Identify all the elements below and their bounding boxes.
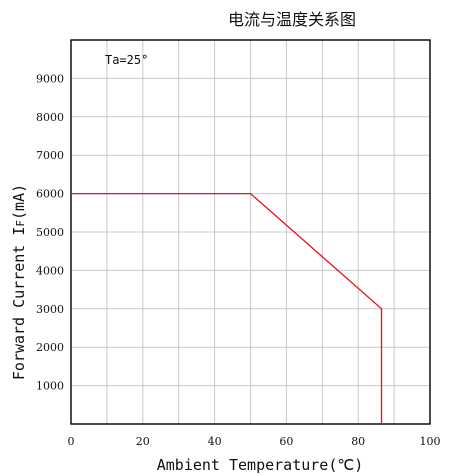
y-tick-label: 7000 [36, 149, 64, 162]
x-tick-label: 100 [420, 435, 441, 448]
x-axis-label: Ambient Temperature(℃) [157, 456, 364, 474]
y-axis-label-subscript: F [14, 220, 27, 227]
y-tick-label: 5000 [36, 226, 64, 239]
y-tick-labels: 1000 2000 3000 4000 5000 6000 7000 8000 9000 [36, 72, 64, 392]
x-tick-label: 40 [208, 435, 222, 448]
y-axis-label: Forward Current IF(mA) [10, 184, 28, 380]
x-tick-labels: 0 20 40 60 80 100 [68, 435, 441, 448]
x-tick-label: 0 [68, 435, 75, 448]
y-tick-label: 8000 [36, 111, 64, 124]
x-tick-label: 60 [279, 435, 293, 448]
x-tick-label: 80 [351, 435, 365, 448]
y-tick-label: 1000 [36, 380, 64, 393]
y-tick-label: 4000 [36, 264, 64, 277]
y-tick-label: 3000 [36, 303, 64, 316]
y-axis-label-main: Forward Current I [10, 227, 28, 381]
y-tick-label: 2000 [36, 341, 64, 354]
y-axis-label-unit: (mA) [10, 184, 28, 220]
temperature-annotation: Ta=25° [105, 53, 148, 67]
x-tick-label: 20 [136, 435, 150, 448]
series-layer [71, 192, 383, 424]
chart-title: 电流与温度关系图 [228, 10, 356, 29]
grid-lines [71, 40, 430, 424]
series-line-current-derating [71, 192, 383, 424]
plot-area-frame [70, 39, 431, 425]
y-tick-label: 9000 [36, 72, 64, 85]
y-tick-label: 6000 [36, 188, 64, 201]
